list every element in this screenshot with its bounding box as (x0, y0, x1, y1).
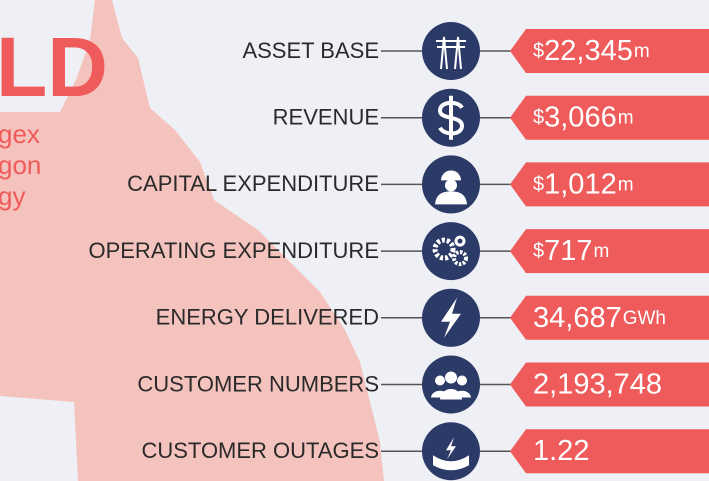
stat-label: CUSTOMER OUTAGES (141, 438, 379, 463)
stat-label: OPERATING EXPENDITURE (88, 238, 379, 263)
value-prefix: $ (533, 240, 544, 262)
value-prefix: $ (533, 40, 544, 62)
stat-value: $22,345m (533, 35, 650, 67)
value-unit: m (594, 241, 610, 262)
stat-value: 1.22 (533, 435, 589, 467)
value-ribbon (510, 429, 709, 474)
value-unit: m (618, 108, 634, 129)
value-prefix: $ (533, 107, 544, 129)
stat-value: 34,687GWh (533, 301, 666, 333)
icon (440, 389, 462, 400)
stat-label: REVENUE (273, 105, 379, 130)
region-line: gy (0, 181, 25, 211)
icon (441, 297, 461, 338)
value-ribbon (510, 95, 709, 140)
stat-row: CAPITAL EXPENDITURE $1,012m (127, 155, 709, 214)
region-line: gex (0, 119, 40, 149)
stat-label: CAPITAL EXPENDITURE (127, 171, 379, 196)
icon (452, 250, 468, 267)
stat-value: $3,066m (533, 101, 634, 133)
icon (445, 371, 457, 384)
stat-value: 2,193,748 (533, 368, 662, 400)
map-shape (0, 0, 384, 481)
icon-circle (422, 355, 480, 414)
value-ribbon (510, 229, 709, 274)
icon (441, 170, 461, 181)
value-number: 22,345 (544, 35, 633, 67)
icon (433, 455, 469, 471)
icon (454, 235, 466, 247)
icon (437, 95, 465, 140)
stat-row: ASSET BASE $22,345m (242, 22, 709, 80)
stat-label: ASSET BASE (242, 38, 379, 63)
stat-row: REVENUE $3,066m (273, 88, 709, 147)
region-line: gon (0, 150, 41, 180)
value-unit: GWh (623, 308, 666, 329)
stat-row: ENERGY DELIVERED 34,687GWh (156, 288, 709, 347)
value-number: 717 (544, 235, 592, 267)
value-ribbon (510, 295, 709, 340)
value-prefix: $ (533, 174, 544, 196)
value-ribbon (510, 29, 709, 73)
value-number: 3,066 (544, 101, 617, 133)
icon (446, 437, 456, 460)
value-ribbon (510, 162, 709, 207)
icon-circle (422, 22, 480, 80)
value-number: 2,193,748 (533, 368, 662, 400)
icon (457, 375, 467, 386)
icon (436, 36, 466, 70)
stat-label: ENERGY DELIVERED (156, 305, 379, 330)
value-unit: m (618, 174, 634, 195)
value-ribbon (510, 362, 709, 407)
region-title: LD (0, 20, 108, 114)
value-number: 1,012 (544, 168, 617, 200)
stat-row: OPERATING EXPENDITURE $717m (88, 222, 709, 281)
stat-row: CUSTOMER OUTAGES 1.22 (141, 422, 709, 481)
value-number: 34,687 (533, 301, 622, 333)
value-number: 1.22 (533, 435, 589, 467)
stat-value: $1,012m (533, 168, 634, 200)
stat-value: $717m (533, 235, 609, 267)
icon (432, 237, 456, 261)
stat-label: CUSTOMER NUMBERS (137, 371, 379, 396)
icon (435, 375, 445, 386)
icon (445, 179, 457, 192)
stat-row: CUSTOMER NUMBERS 2,193,748 (137, 355, 709, 414)
value-unit: m (634, 41, 650, 62)
icon (435, 191, 467, 205)
